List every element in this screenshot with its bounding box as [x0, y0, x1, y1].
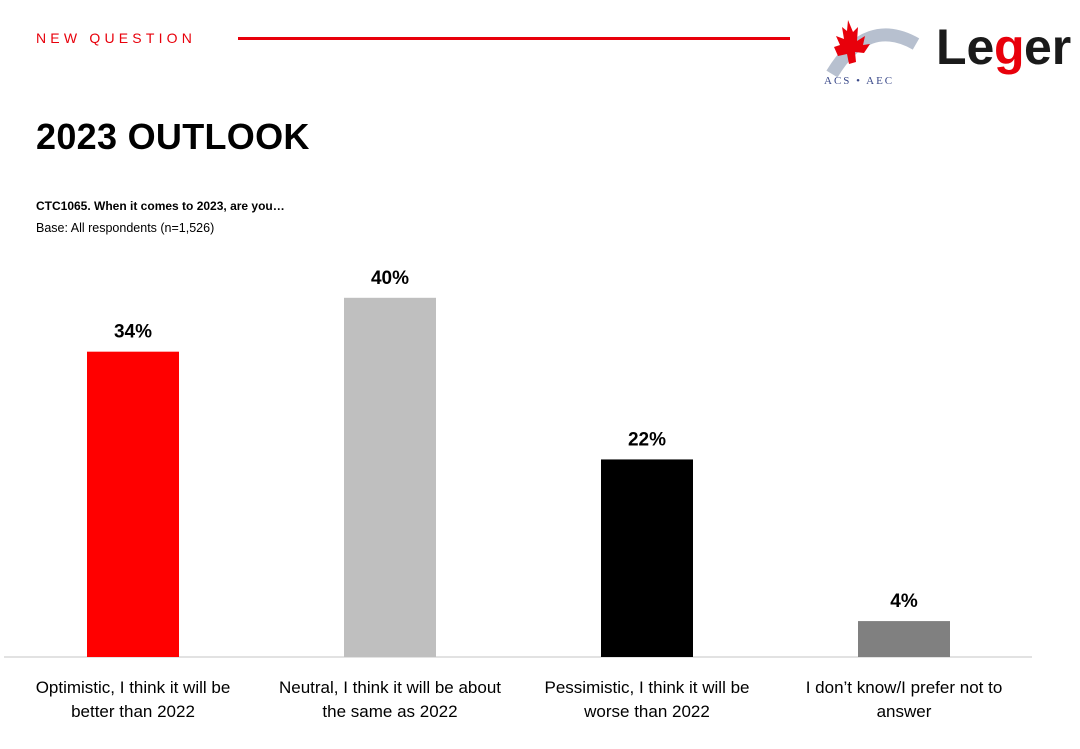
category-label-4: I don’t know/I prefer not to [806, 678, 1003, 697]
bar-3 [601, 459, 693, 657]
bar-2 [344, 297, 436, 657]
category-label-2: Neutral, I think it will be about [279, 678, 501, 697]
svg-text:Le: Le [936, 19, 994, 75]
value-label-4: 4% [890, 591, 918, 612]
category-label-1: better than 2022 [71, 702, 195, 721]
svg-text:er: er [1024, 19, 1071, 75]
survey-question: CTC1065. When it comes to 2023, are you… [36, 199, 285, 213]
leger-logo: Le g er [936, 19, 1071, 75]
base-note: Base: All respondents (n=1,526) [36, 221, 215, 235]
acs-aec-logo: ACS • AEC [824, 20, 920, 87]
page-title: 2023 OUTLOOK [36, 116, 310, 157]
kicker-rule [238, 37, 790, 40]
svg-text:g: g [994, 19, 1025, 75]
category-label-3: Pessimistic, I think it will be [545, 678, 750, 697]
svg-text:ACS • AEC: ACS • AEC [824, 75, 894, 87]
bar-chart: 34% Optimistic, I think it will be better … [4, 268, 1032, 721]
category-label-3: worse than 2022 [583, 702, 710, 721]
value-label-3: 22% [628, 429, 666, 450]
category-label-4: answer [877, 702, 932, 721]
value-label-2: 40% [371, 268, 409, 289]
value-label-1: 34% [114, 322, 152, 343]
section-kicker: NEW QUESTION [36, 30, 197, 46]
bar-4 [858, 621, 950, 657]
bar-1 [87, 351, 179, 657]
category-label-2: the same as 2022 [322, 702, 457, 721]
category-label-1: Optimistic, I think it will be [36, 678, 231, 697]
